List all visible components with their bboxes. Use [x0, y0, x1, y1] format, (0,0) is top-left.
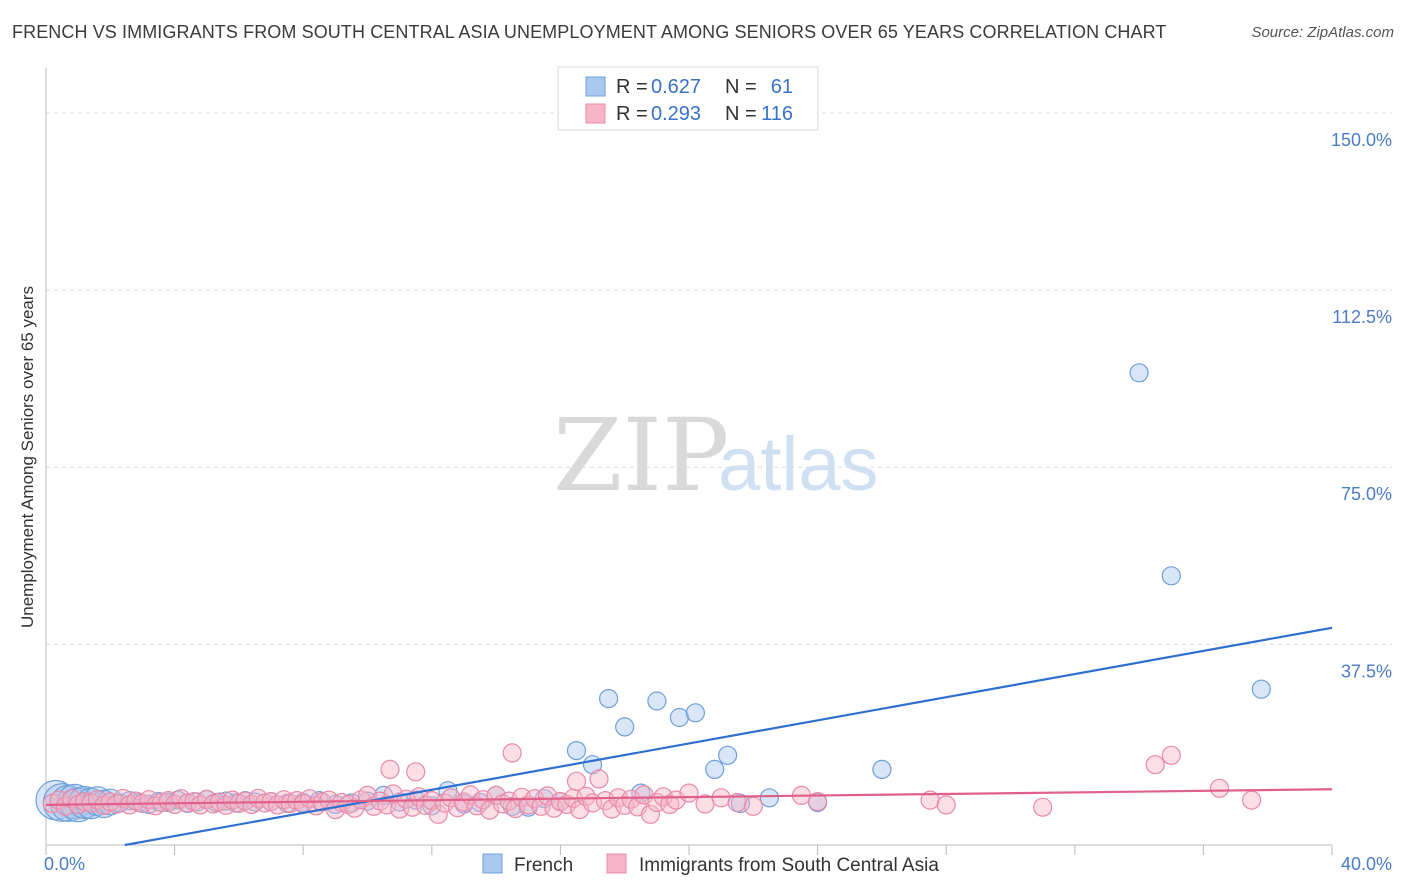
immigrants-point	[936, 795, 956, 815]
grid	[46, 112, 1392, 645]
immigrants-point	[499, 791, 519, 811]
y-tick-label: 75.0%	[1341, 484, 1392, 504]
immigrants-point	[502, 743, 522, 763]
french-trend-line	[124, 626, 1333, 847]
legend: R = 0.627 N = 61 R = 0.293 N = 116	[557, 66, 819, 131]
immigrants-point	[589, 769, 609, 789]
french-point	[598, 688, 619, 709]
french-point	[717, 745, 738, 765]
axes: 37.5% 75.0% 112.5% 150.0% 0.0% 40.0%	[44, 68, 1392, 874]
immigrants-point	[441, 788, 461, 808]
watermark: ZIP atlas	[553, 397, 879, 514]
chart-title: FRENCH VS IMMIGRANTS FROM SOUTH CENTRAL …	[12, 22, 1167, 42]
immigrants-point	[1161, 745, 1181, 765]
immigrants-point	[566, 771, 587, 791]
french-point	[470, 792, 490, 813]
immigrants-point	[679, 783, 699, 803]
french-point	[759, 788, 780, 808]
watermark-zip: ZIP	[553, 397, 729, 514]
immigrants-point	[380, 759, 400, 780]
french-point	[872, 759, 892, 780]
legend-n-value: 61	[771, 76, 793, 98]
legend-n-label: N =	[725, 103, 757, 125]
legend-r-value: 0.627	[651, 76, 701, 98]
legend-r-label: R =	[616, 103, 648, 125]
trend-lines	[45, 626, 1333, 847]
immigrants-point	[406, 762, 426, 782]
bottom-legend-label: Immigrants from South Central Asia	[639, 855, 939, 876]
immigrants-point	[727, 792, 747, 813]
y-axis-label: Unemployment Among Seniors over 65 years	[18, 286, 37, 628]
french-point	[647, 691, 667, 711]
legend-n-label: N =	[725, 76, 757, 98]
french-point	[685, 703, 706, 723]
immigrants-point	[428, 804, 448, 824]
french-point	[1251, 679, 1271, 699]
y-tick-label: 150.0%	[1331, 130, 1392, 150]
bottom-legend-label: French	[514, 855, 573, 876]
immigrants-trend-line	[45, 788, 1333, 806]
immigrants-point	[435, 793, 455, 813]
french-point	[566, 740, 587, 761]
immigrants-point	[1145, 755, 1165, 775]
legend-n-value: 116	[761, 103, 793, 125]
immigrants-point	[807, 791, 828, 812]
immigrants-point	[1033, 797, 1053, 817]
immigrants-point	[640, 804, 661, 824]
french-point	[705, 759, 725, 780]
bottom-legend: French Immigrants from South Central Asia	[482, 853, 939, 876]
immigrants-point	[1241, 790, 1262, 810]
immigrants-point	[1209, 778, 1230, 798]
legend-swatch	[585, 103, 606, 124]
french-point	[1161, 566, 1181, 586]
french-point	[615, 717, 635, 737]
french-point	[669, 707, 690, 728]
french-point	[1129, 363, 1149, 383]
x-tick-label-min: 0.0%	[44, 854, 85, 874]
legend-swatch	[585, 76, 606, 97]
legend-r-label: R =	[616, 76, 648, 98]
legend-r-value: 0.293	[651, 103, 701, 125]
y-tick-label: 37.5%	[1341, 661, 1392, 681]
bottom-legend-swatch	[482, 853, 503, 874]
y-tick-label: 112.5%	[1332, 307, 1392, 327]
immigrants-point	[743, 796, 763, 816]
y-axis-label-group: Unemployment Among Seniors over 65 years	[18, 286, 37, 628]
bottom-legend-swatch	[606, 853, 627, 874]
x-tick-label-max: 40.0%	[1341, 854, 1392, 874]
watermark-atlas: atlas	[718, 422, 879, 507]
source-label: Source: ZipAtlas.com	[1251, 24, 1394, 41]
